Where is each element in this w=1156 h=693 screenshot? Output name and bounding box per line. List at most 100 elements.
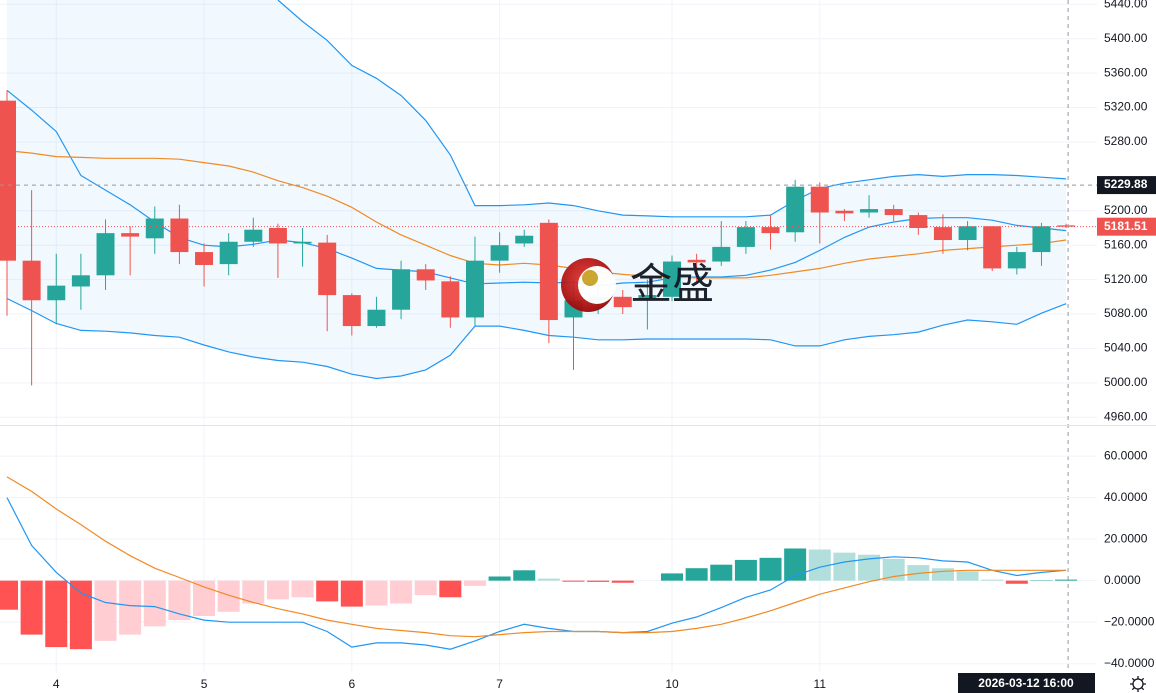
band-fill [7, 0, 1067, 379]
x-tick-label: 11 [814, 677, 827, 691]
histogram-bar [858, 554, 881, 581]
y-tick-label: 60.0000 [1104, 448, 1148, 462]
histogram-bar [414, 580, 437, 596]
logo-dot [582, 270, 598, 286]
macd-pane [0, 455, 1097, 665]
y-tick-label: −40.0000 [1104, 656, 1155, 670]
candle-body [441, 281, 460, 318]
histogram-bar [734, 559, 757, 581]
y-tick-label: 5080.00 [1104, 306, 1148, 320]
y-tick-label: 5120.00 [1104, 272, 1148, 286]
candle-body [663, 261, 682, 297]
histogram-bar [20, 580, 43, 635]
x-tick-label: 6 [348, 677, 355, 691]
histogram-bar [119, 580, 142, 635]
candle-body [392, 269, 411, 310]
candle-body [638, 295, 657, 299]
histogram-bar [710, 564, 733, 581]
candle-body [219, 241, 238, 265]
candle-body [613, 296, 632, 308]
candle-body [539, 222, 558, 321]
histogram-bar [266, 580, 289, 600]
candle-body [293, 241, 312, 244]
y-tick-label: 4960.00 [1104, 409, 1148, 423]
histogram-bar [340, 580, 363, 607]
price-pane [0, 0, 1097, 418]
settings-icon[interactable] [1130, 676, 1146, 692]
candle-body [1007, 252, 1026, 269]
candle-body [490, 245, 509, 261]
y-tick-label: 5320.00 [1104, 100, 1148, 114]
histogram-bar [439, 580, 462, 598]
x-tick-label: 4 [53, 677, 60, 691]
histogram-bar [1055, 579, 1078, 581]
histogram-bar [193, 580, 216, 616]
histogram-bar [759, 557, 782, 581]
logo-cutout [578, 266, 616, 304]
histogram-bar [931, 568, 954, 581]
candle-body [47, 285, 66, 301]
histogram-bar [0, 580, 18, 610]
gear-teeth[interactable] [1130, 676, 1146, 692]
candle-body [736, 227, 755, 247]
candle-body [318, 242, 337, 296]
y-tick-label: −20.0000 [1104, 614, 1155, 628]
histogram-bar [562, 580, 585, 582]
candle-body [0, 100, 16, 261]
candle-body [244, 229, 263, 242]
histogram-bar [1005, 580, 1028, 584]
y-tick-label: 40.0000 [1104, 490, 1148, 504]
histogram-bar [981, 579, 1004, 581]
candle-body [367, 309, 386, 327]
y-tick-label: 5280.00 [1104, 134, 1148, 148]
histogram-bar [808, 549, 831, 581]
histogram-bar [956, 571, 979, 581]
histogram-bar [390, 580, 413, 604]
histogram-bar [488, 576, 511, 581]
candle-body [268, 227, 287, 244]
histogram-bar [882, 558, 905, 581]
crosshair-price-label: 5229.88 [1104, 177, 1148, 191]
histogram-bar [513, 570, 536, 581]
crosshair-time-box [958, 673, 1095, 693]
histogram-bar [587, 580, 610, 582]
histogram-bar [291, 580, 314, 598]
candle-body [884, 209, 903, 216]
candle-body [958, 226, 977, 241]
candle-body [860, 209, 879, 213]
candle-body [22, 260, 41, 301]
histogram-bar [685, 568, 708, 581]
histogram-bar [365, 580, 388, 606]
candle-body [71, 275, 90, 287]
candle-body [170, 218, 189, 253]
crosshair-price-box [1097, 176, 1156, 195]
candle-body [786, 186, 805, 233]
histogram-bar [784, 548, 807, 581]
candle-body [515, 235, 534, 244]
histogram-bar [242, 580, 265, 604]
histogram-bar [661, 573, 684, 581]
last-price-label: 5181.51 [1104, 219, 1148, 233]
candle-body [687, 259, 706, 263]
x-tick-label: 7 [496, 677, 503, 691]
candle-body [145, 218, 164, 239]
watermark-text: 金盛 [630, 260, 714, 309]
candle-body [465, 260, 484, 318]
indicator-line [6, 297, 1067, 380]
candle-body [195, 252, 214, 265]
histogram-bar [611, 580, 634, 583]
histogram-bar [316, 580, 339, 602]
y-tick-label: 5440.00 [1104, 0, 1148, 10]
last-price-box [1097, 217, 1156, 236]
histogram-bar [69, 580, 92, 650]
indicator-line [6, 150, 1067, 279]
candle-body [96, 233, 115, 276]
y-tick-label: 5000.00 [1104, 375, 1148, 389]
y-tick-label: 5040.00 [1104, 341, 1148, 355]
histogram-bar [217, 580, 240, 612]
y-tick-label: 20.0000 [1104, 531, 1148, 545]
candle-body [1032, 226, 1051, 253]
candle-body [835, 210, 854, 214]
